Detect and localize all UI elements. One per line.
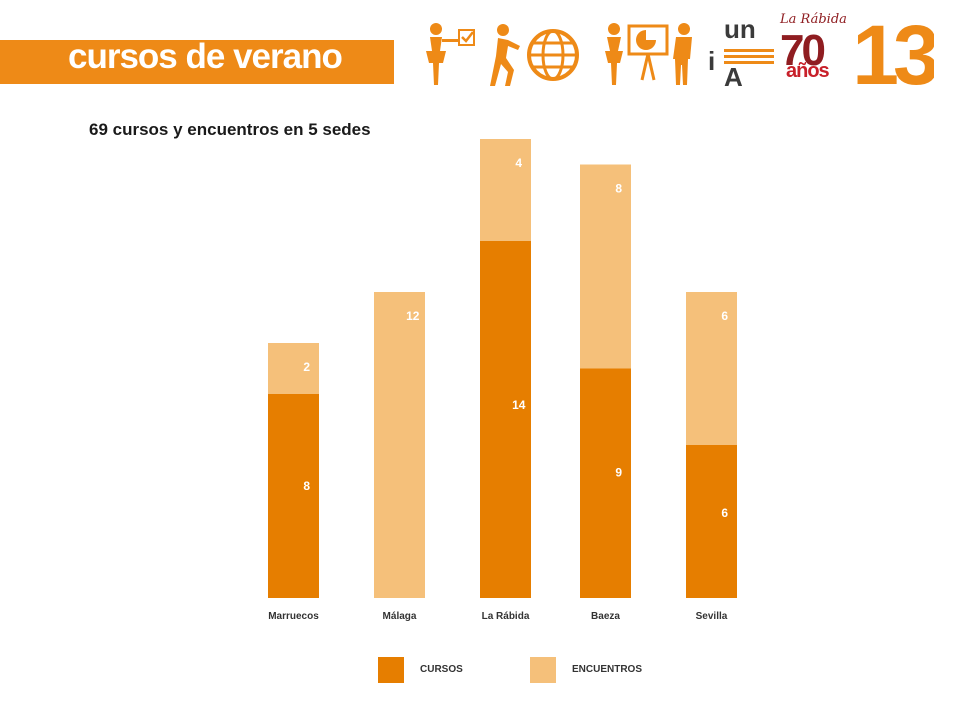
una-logo-line	[724, 49, 774, 52]
bar-segment-cursos	[686, 445, 737, 598]
una-logo: un i A	[708, 14, 774, 92]
data-label-encuentros: 4	[515, 156, 522, 170]
data-label-encuentros: 6	[721, 309, 728, 323]
legend-swatch-encuentros	[530, 657, 556, 683]
una-logo-i: i	[708, 46, 716, 76]
page-title: cursos de verano	[68, 37, 343, 76]
rabida-logo-script: La Rábida	[780, 12, 847, 27]
bar-segment-encuentros	[374, 292, 425, 598]
legend-label-encuentros: ENCUENTROS	[572, 664, 643, 675]
bar-segment-encuentros	[480, 139, 531, 241]
category-label: Baeza	[591, 611, 620, 622]
data-label-cursos: 6	[721, 506, 728, 520]
edition-number-badge: 13	[852, 22, 934, 88]
data-label-cursos: 14	[512, 398, 526, 412]
category-label: Sevilla	[696, 611, 728, 622]
una-logo-un: un	[724, 14, 756, 44]
rabida-logo-word: años	[786, 60, 830, 82]
data-label-cursos: 8	[303, 479, 310, 493]
bar-segment-cursos	[480, 241, 531, 598]
data-label-encuentros: 12	[406, 309, 420, 323]
presenter-checklist-icon	[426, 23, 475, 85]
category-label: La Rábida	[482, 611, 530, 622]
presentation-board-icon	[605, 23, 692, 85]
bar-segment-encuentros	[268, 343, 319, 394]
bar-segment-encuentros	[686, 292, 737, 445]
category-label: Málaga	[383, 611, 417, 622]
data-label-cursos: 9	[615, 465, 622, 479]
una-logo-a: A	[724, 62, 743, 92]
bar-segment-cursos	[580, 368, 631, 598]
header-icons	[426, 23, 692, 86]
header-bar	[0, 40, 394, 84]
rabida-70-logo: La Rábida 70 años	[780, 12, 847, 88]
data-label-encuentros: 2	[303, 360, 310, 374]
una-logo-line	[724, 55, 774, 58]
bar-segment-encuentros	[580, 164, 631, 369]
bar-segment-cursos	[268, 394, 319, 598]
category-label: Marruecos	[268, 611, 319, 622]
legend-label-cursos: CURSOS	[420, 664, 463, 675]
person-pushing-globe-icon	[490, 24, 579, 86]
legend-swatch-cursos	[378, 657, 404, 683]
chart-title: 69 cursos y encuentros en 5 sedes	[89, 120, 371, 139]
una-logo-line	[724, 61, 774, 64]
rabida-logo-number: 70	[780, 26, 826, 75]
data-label-encuentros: 8	[615, 182, 622, 196]
